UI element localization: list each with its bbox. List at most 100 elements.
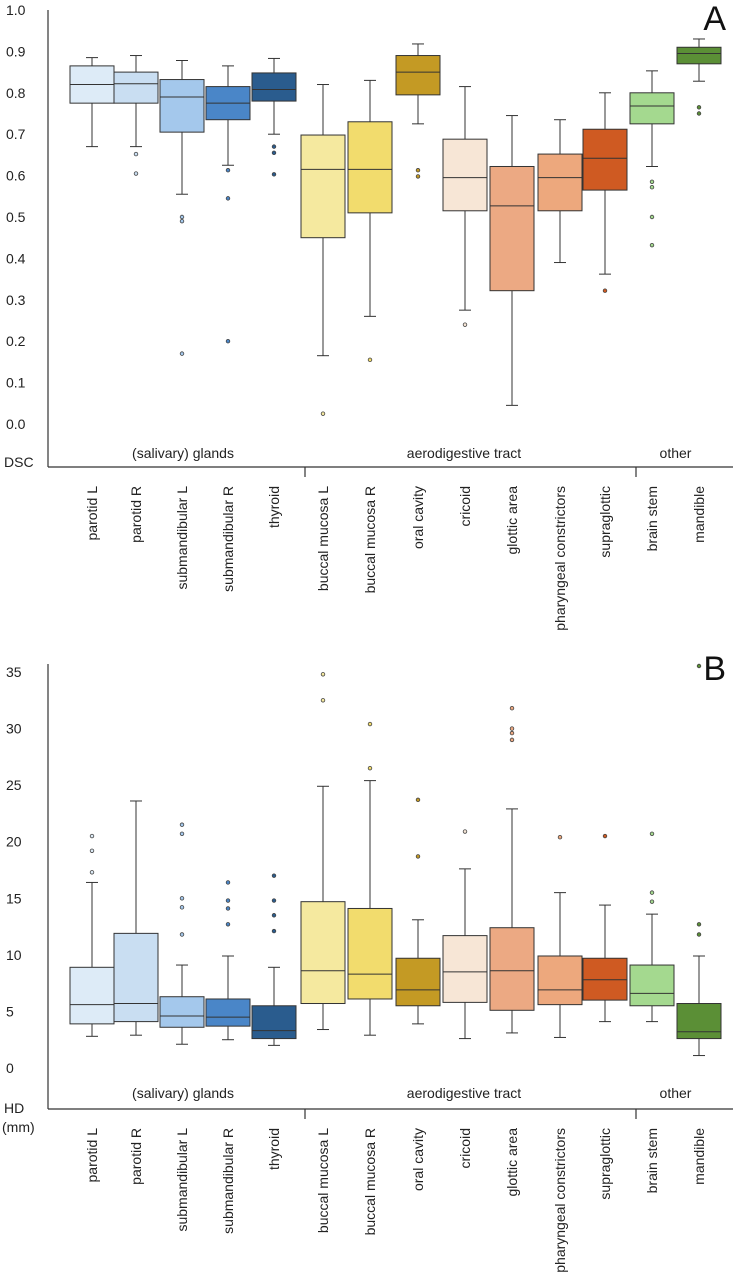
- outlier-mandible: [696, 105, 702, 110]
- y-tick-label-a: 0.7: [6, 126, 26, 142]
- box-pharyngeal-constrictors-a: [537, 119, 583, 264]
- category-label-thyroid-b: thyroid: [266, 1128, 282, 1170]
- outlier-pharyngeal-constrictors: [557, 834, 563, 840]
- category-label-parotid-l-b: parotid L: [84, 1128, 100, 1183]
- outlier-brain-stem: [649, 899, 655, 904]
- box-parotid-l-a: [69, 57, 115, 148]
- box-rect-buccal-mucosa-l: [300, 134, 346, 239]
- outlier-buccal-mucosa-l: [320, 411, 326, 416]
- y-tick-label-a: 1.0: [6, 2, 26, 18]
- outlier-brain-stem: [649, 831, 655, 836]
- box-parotid-r-a: [113, 55, 159, 176]
- category-label-thyroid-a: thyroid: [266, 486, 282, 528]
- y-tick-label-b: 30: [6, 721, 22, 737]
- outlier-supraglottic: [602, 833, 608, 839]
- category-label-brain-stem-a: brain stem: [644, 486, 660, 551]
- box-rect-pharyngeal-constrictors: [537, 153, 583, 212]
- box-rect-supraglottic: [582, 128, 628, 191]
- box-rect-thyroid: [251, 1005, 297, 1040]
- y-tick-label-a: 0.3: [6, 292, 26, 308]
- box-rect-pharyngeal-constrictors: [537, 955, 583, 1006]
- box-submandibular-l-a: [159, 60, 205, 356]
- box-cricoid-a: [442, 86, 488, 327]
- outlier-thyroid: [271, 172, 277, 177]
- y-tick-label-b: 20: [6, 834, 22, 850]
- box-rect-mandible: [676, 1003, 722, 1040]
- group-label-aerodigestive-tract-b: aerodigestive tract: [407, 1085, 522, 1101]
- box-rect-parotid-r: [113, 71, 159, 104]
- box-glottic-area-a: [489, 115, 535, 406]
- box-rect-brain-stem: [629, 92, 675, 125]
- box-mandible-a: [676, 38, 722, 116]
- y-tick-label-a: 0.2: [6, 333, 26, 349]
- outlier-oral-cavity: [415, 174, 421, 179]
- outlier-buccal-mucosa-l: [320, 698, 326, 703]
- category-label-pharyngeal-constrictors-a: pharyngeal constrictors: [552, 486, 568, 631]
- category-label-pharyngeal-constrictors-b: pharyngeal constrictors: [552, 1128, 568, 1273]
- y-tick-label-b: 5: [6, 1003, 14, 1019]
- y-tick-label-b: 0: [6, 1060, 14, 1076]
- outlier-submandibular-r: [225, 339, 231, 344]
- box-rect-parotid-r: [113, 932, 159, 1023]
- category-label-parotid-r-a: parotid R: [128, 486, 144, 543]
- y-tick-label-a: 0.1: [6, 375, 26, 391]
- box-cricoid-b: [442, 829, 488, 1040]
- outlier-glottic-area: [509, 706, 515, 711]
- box-rect-thyroid: [251, 72, 297, 102]
- category-label-brain-stem-b: brain stem: [644, 1128, 660, 1193]
- box-submandibular-r-a: [205, 65, 251, 344]
- panel-label-a: A: [703, 0, 726, 38]
- outlier-parotid-r: [133, 171, 139, 176]
- box-thyroid-b: [251, 873, 297, 1046]
- box-pharyngeal-constrictors-b: [537, 834, 583, 1038]
- box-rect-buccal-mucosa-l: [300, 901, 346, 1005]
- box-supraglottic-a: [582, 92, 628, 293]
- outlier-oral-cavity: [415, 168, 421, 173]
- box-oral-cavity-b: [395, 797, 441, 1025]
- box-rect-cricoid: [442, 138, 488, 212]
- outlier-glottic-area: [509, 737, 515, 743]
- y-axis-unit-b: (mm): [2, 1119, 35, 1135]
- outlier-buccal-mucosa-r: [367, 721, 373, 727]
- outlier-glottic-area: [509, 726, 515, 731]
- outlier-parotid-l: [89, 848, 95, 853]
- outlier-thyroid: [271, 150, 277, 156]
- outlier-cricoid: [462, 829, 468, 834]
- outlier-submandibular-l: [179, 822, 185, 827]
- y-axis-label-a: DSC: [4, 454, 34, 470]
- box-thyroid-a: [251, 57, 297, 177]
- outlier-parotid-r: [133, 151, 139, 157]
- box-rect-submandibular-l: [159, 996, 205, 1028]
- category-label-buccal-mucosa-l-a: buccal mucosa L: [315, 486, 331, 591]
- outlier-buccal-mucosa-l: [320, 672, 326, 677]
- outlier-thyroid: [271, 873, 277, 878]
- category-label-buccal-mucosa-l-b: buccal mucosa L: [315, 1128, 331, 1233]
- category-label-buccal-mucosa-r-a: buccal mucosa R: [362, 486, 378, 593]
- box-mandible-b: [676, 663, 722, 1057]
- outlier-thyroid: [271, 928, 277, 934]
- outlier-thyroid: [271, 144, 277, 149]
- outlier-mandible: [696, 111, 702, 116]
- box-oral-cavity-a: [395, 43, 441, 179]
- outlier-brain-stem: [649, 890, 655, 895]
- outlier-submandibular-l: [179, 214, 185, 220]
- y-tick-label-b: 35: [6, 664, 22, 680]
- box-rect-mandible: [676, 46, 722, 65]
- box-submandibular-l-b: [159, 822, 205, 1045]
- outlier-submandibular-r: [225, 196, 231, 201]
- outlier-submandibular-r: [225, 906, 231, 911]
- box-brain-stem-b: [629, 831, 675, 1023]
- outlier-oral-cavity: [415, 797, 421, 803]
- box-buccal-mucosa-r-a: [347, 79, 393, 363]
- outlier-parotid-l: [89, 870, 95, 875]
- outlier-submandibular-r: [225, 168, 231, 173]
- y-tick-label-a: 0.5: [6, 209, 26, 225]
- box-rect-glottic-area: [489, 165, 535, 292]
- box-rect-glottic-area: [489, 927, 535, 1011]
- outlier-oral-cavity: [415, 854, 421, 859]
- category-label-parotid-l-a: parotid L: [84, 486, 100, 541]
- box-rect-parotid-l: [69, 966, 115, 1025]
- y-tick-label-b: 25: [6, 777, 22, 793]
- outlier-submandibular-l: [179, 905, 185, 910]
